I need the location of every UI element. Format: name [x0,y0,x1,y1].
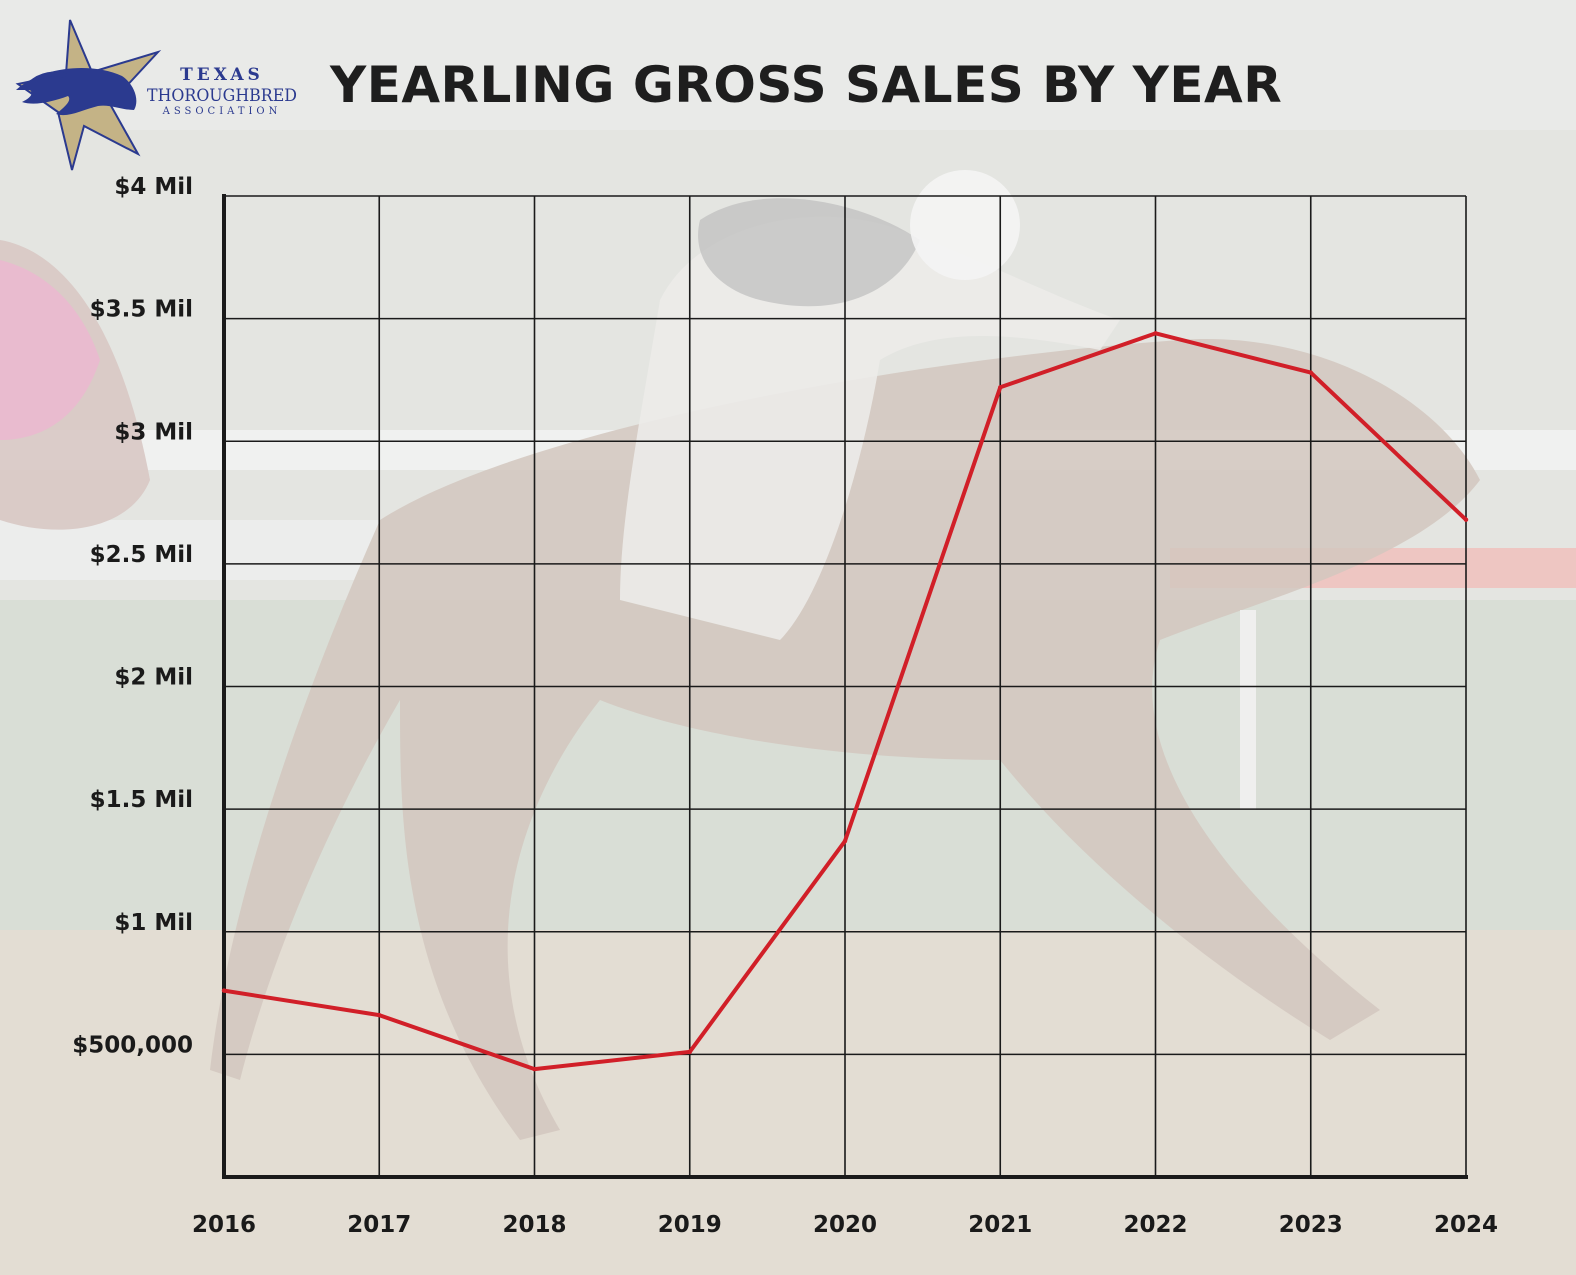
data-point-2024 [1463,517,1469,522]
logo-line-2: THOROUGHBRED [147,86,297,106]
data-point-2016 [221,988,227,993]
x-tick-label-2016: 2016 [192,1212,256,1238]
x-tick-label-2021: 2021 [968,1212,1032,1238]
y-tick-label-4: $2.5 Mil [90,542,193,568]
data-point-2018 [532,1066,537,1072]
x-tick-label-2023: 2023 [1279,1212,1343,1238]
y-tick-label-3: $2 Mil [114,665,193,691]
y-tick-label-5: $3 Mil [114,419,193,445]
x-tick-label-2019: 2019 [658,1212,722,1238]
y-tick-label-1: $1 Mil [114,910,193,936]
x-tick-label-2017: 2017 [347,1212,411,1238]
x-tick-labels: 2016 2017 2018 2019 2020 2021 2022 2023 2024 [192,1212,1498,1238]
data-point-2022 [1153,331,1158,336]
data-point-2023 [1308,370,1313,375]
x-tick-label-2022: 2022 [1123,1212,1187,1238]
texas-thoroughbred-association-logo: TEXAS THOROUGHBRED ASSOCIATION [15,19,297,171]
axes [222,194,1468,1179]
chart-title: YEARLING GROSS SALES BY YEAR [330,56,1283,114]
data-point-2019 [687,1049,692,1055]
x-tick-label-2020: 2020 [813,1212,877,1238]
y-tick-label-7: $4 Mil [114,174,193,200]
x-tick-label-2024: 2024 [1434,1212,1498,1238]
y-tick-label-2: $1.5 Mil [90,787,193,813]
grid-lines [223,195,1467,1177]
data-point-2017 [377,1012,382,1018]
x-tick-label-2018: 2018 [502,1212,566,1238]
logo-line-3: ASSOCIATION [162,106,282,117]
y-tick-label-0: $500,000 [72,1032,193,1058]
series-lines [221,331,1469,1072]
data-point-2021 [998,385,1003,390]
data-point-2020 [842,838,848,844]
y-tick-label-6: $3.5 Mil [90,297,193,323]
logo-line-1: TEXAS [180,65,264,85]
texas-star-horse-head-icon [15,19,162,171]
y-tick-labels: $500,000 $1 Mil $1.5 Mil $2 Mil $2.5 Mil $3 M… [72,174,193,1058]
